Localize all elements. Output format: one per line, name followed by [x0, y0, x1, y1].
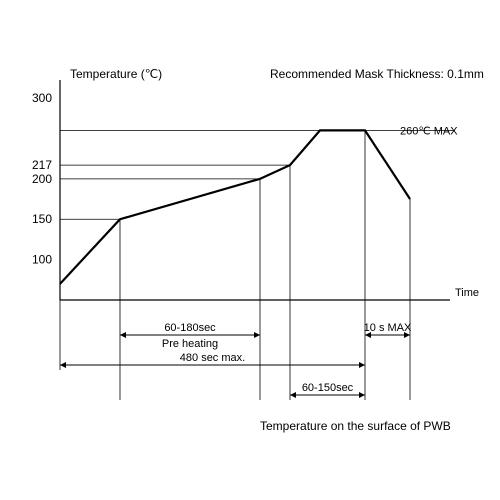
- arrowhead: [359, 362, 365, 368]
- arrowhead: [359, 392, 365, 398]
- footer-label: Temperature on the surface of PWB: [260, 419, 451, 433]
- arrowhead: [120, 332, 126, 338]
- y-tick-label: 100: [32, 253, 52, 267]
- reflow-profile-chart: 100 150 200217 300 Temperature (℃) Recommende…: [0, 0, 500, 500]
- arrowhead: [290, 392, 296, 398]
- y-axis-title: Temperature (℃): [70, 67, 162, 81]
- x-axis-title: Time: [455, 287, 479, 299]
- max-temp-label: 260℃ MAX: [400, 125, 458, 137]
- mask-note: Recommended Mask Thickness: 0.1mm: [270, 67, 484, 81]
- arrowhead: [60, 362, 66, 368]
- y-tick-label: 150: [32, 212, 52, 226]
- y-tick-label: 200: [32, 172, 52, 186]
- total-dim-label: 480 sec max.: [180, 352, 245, 364]
- preheat-dim-sub: Pre heating: [162, 338, 218, 350]
- cool-dim-label: 10 s MAX: [364, 322, 412, 334]
- y-tick-label: 217: [32, 158, 52, 172]
- y-tick-label: 300: [32, 91, 52, 105]
- temperature-curve: [60, 130, 410, 283]
- arrowhead: [254, 332, 260, 338]
- preheat-dim-label: 60-180sec: [164, 322, 216, 334]
- peak-dim-label: 60-150sec: [302, 382, 354, 394]
